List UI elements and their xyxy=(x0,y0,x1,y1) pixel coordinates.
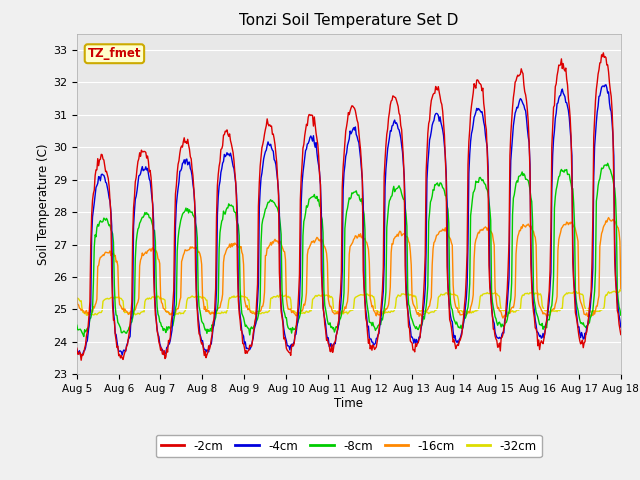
Title: Tonzi Soil Temperature Set D: Tonzi Soil Temperature Set D xyxy=(239,13,458,28)
-2cm xyxy=(243,350,251,356)
-2cm xyxy=(588,289,595,295)
Legend: -2cm, -4cm, -8cm, -16cm, -32cm: -2cm, -4cm, -8cm, -16cm, -32cm xyxy=(156,435,541,457)
-32cm xyxy=(83,312,91,318)
-16cm xyxy=(264,245,272,251)
-32cm xyxy=(617,288,625,294)
-4cm xyxy=(292,331,300,337)
-32cm xyxy=(243,295,251,300)
-16cm xyxy=(291,311,299,317)
-32cm xyxy=(265,309,273,314)
-16cm xyxy=(499,315,507,321)
Text: TZ_fmet: TZ_fmet xyxy=(88,47,141,60)
-16cm xyxy=(617,286,625,291)
-2cm xyxy=(77,357,85,363)
-2cm xyxy=(600,50,607,56)
-4cm xyxy=(265,142,273,147)
-16cm xyxy=(243,304,250,310)
-16cm xyxy=(73,295,81,301)
-8cm xyxy=(73,323,81,328)
-4cm xyxy=(602,82,610,88)
Line: -32cm: -32cm xyxy=(77,289,621,315)
-32cm xyxy=(588,310,595,315)
-8cm xyxy=(243,324,251,330)
-4cm xyxy=(243,345,251,351)
-8cm xyxy=(102,216,110,221)
-8cm xyxy=(80,334,88,339)
-16cm xyxy=(605,215,612,220)
Line: -2cm: -2cm xyxy=(77,53,621,360)
-4cm xyxy=(337,305,344,311)
-8cm xyxy=(604,160,612,166)
-32cm xyxy=(292,310,300,316)
-8cm xyxy=(588,313,595,319)
-32cm xyxy=(616,287,624,292)
-32cm xyxy=(337,311,344,316)
-2cm xyxy=(265,123,273,129)
-16cm xyxy=(588,312,595,318)
Line: -16cm: -16cm xyxy=(77,217,621,318)
-4cm xyxy=(102,180,110,186)
-32cm xyxy=(102,296,110,301)
-2cm xyxy=(617,332,625,337)
-4cm xyxy=(73,347,81,352)
-8cm xyxy=(292,324,300,329)
Line: -4cm: -4cm xyxy=(77,85,621,356)
Line: -8cm: -8cm xyxy=(77,163,621,336)
-4cm xyxy=(588,294,595,300)
-2cm xyxy=(73,345,81,351)
-2cm xyxy=(292,326,300,332)
X-axis label: Time: Time xyxy=(334,397,364,410)
-8cm xyxy=(337,315,344,321)
Y-axis label: Soil Temperature (C): Soil Temperature (C) xyxy=(37,143,50,265)
-2cm xyxy=(102,168,110,174)
-16cm xyxy=(336,312,344,318)
-2cm xyxy=(337,290,344,296)
-4cm xyxy=(78,353,86,359)
-8cm xyxy=(617,312,625,318)
-8cm xyxy=(265,200,273,205)
-4cm xyxy=(617,324,625,330)
-32cm xyxy=(73,296,81,301)
-16cm xyxy=(102,249,109,255)
